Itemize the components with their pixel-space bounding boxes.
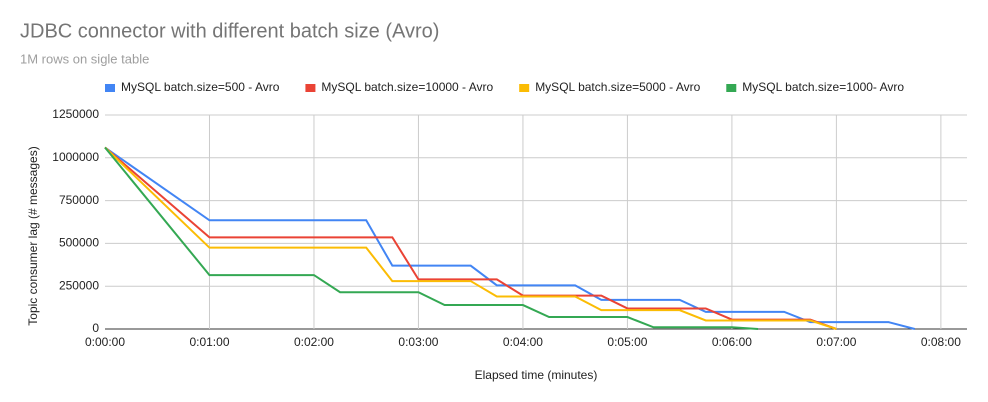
x-tick-label: 0:02:00 xyxy=(294,335,334,349)
y-tick-label: 500000 xyxy=(59,236,99,250)
data-line xyxy=(104,146,759,330)
x-tick-label: 0:03:00 xyxy=(398,335,438,349)
y-tick-label: 250000 xyxy=(59,278,99,292)
legend-label: MySQL batch.size=10000 - Avro xyxy=(321,80,493,94)
x-tick-label: 0:05:00 xyxy=(607,335,647,349)
x-tick-label: 0:07:00 xyxy=(816,335,856,349)
y-tick-label: 750000 xyxy=(59,193,99,207)
data-line xyxy=(104,146,837,330)
legend-label: MySQL batch.size=5000 - Avro xyxy=(535,80,700,94)
x-tick-label: 0:00:00 xyxy=(85,335,125,349)
data-line xyxy=(104,146,837,330)
legend-swatch xyxy=(726,84,737,92)
legend-swatch xyxy=(305,84,316,92)
x-tick-label: 0:06:00 xyxy=(712,335,752,349)
y-tick-label: 1250000 xyxy=(52,107,99,121)
legend-label: MySQL batch.size=500 - Avro xyxy=(121,80,280,94)
chart-subtitle: 1M rows on sigle table xyxy=(20,51,149,66)
y-tick-label: 0 xyxy=(92,321,99,335)
legend-swatch xyxy=(105,84,115,92)
x-tick-label: 0:01:00 xyxy=(189,335,229,349)
y-axis-label: Topic consumer lag (# messages) xyxy=(26,146,40,325)
chart-title: JDBC connector with different batch size… xyxy=(20,20,439,42)
legend-swatch xyxy=(519,84,530,92)
x-tick-label: 0:04:00 xyxy=(503,335,543,349)
y-tick-label: 1000000 xyxy=(52,150,99,164)
legend-label: MySQL batch.size=1000- Avro xyxy=(742,80,904,94)
x-tick-label: 0:08:00 xyxy=(921,335,961,349)
x-axis-label: Elapsed time (minutes) xyxy=(475,368,598,382)
